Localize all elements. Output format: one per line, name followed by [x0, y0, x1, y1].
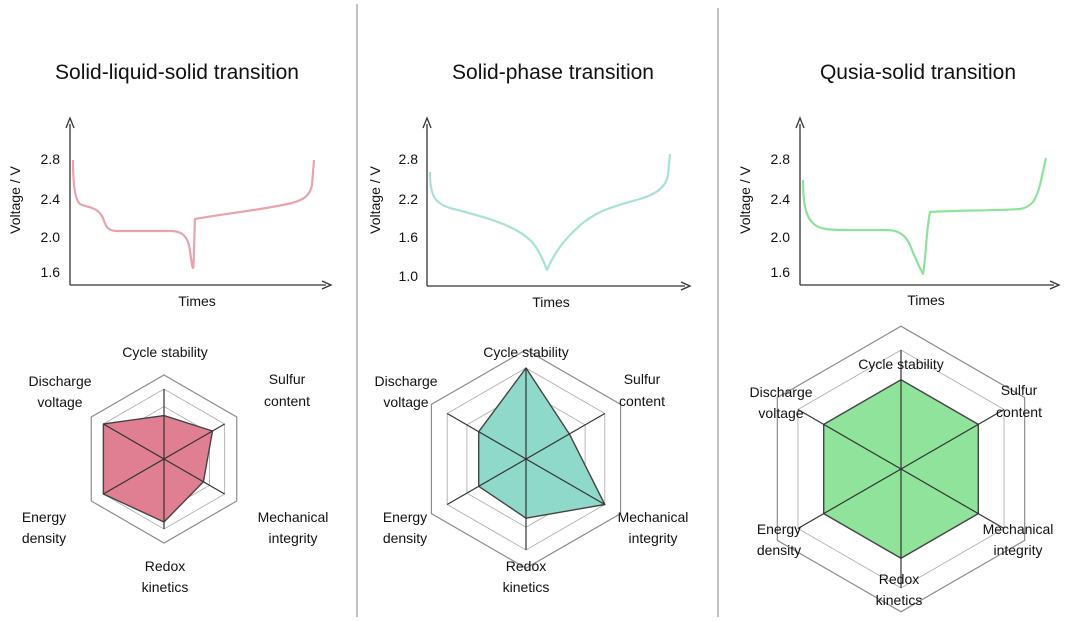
radar-label-line: Discharge	[749, 384, 812, 400]
radar-grid-ring	[90, 374, 238, 544]
x-axis-arrow	[321, 280, 333, 290]
voltage-curve	[801, 157, 1048, 276]
panel-solid-liquid-solid: Solid-liquid-solid transition 2.8 2.4 2.…	[7, 61, 333, 595]
radar-chart: Cycle stability Sulfur content Mechanical…	[22, 344, 329, 595]
radar-label-energy-density: Energy density	[383, 509, 427, 546]
radar-label-cycle-stability: Cycle stability	[483, 344, 569, 360]
radar-label-line: integrity	[993, 542, 1042, 558]
radar-label-line: content	[996, 404, 1042, 420]
radar-label-line: Redox	[145, 558, 185, 574]
y-axis-label: Voltage / V	[7, 165, 23, 233]
radar-label-sulfur-content: Sulfur content	[996, 382, 1042, 420]
radar-label-line: density	[22, 530, 66, 546]
y-axis-arrow	[422, 116, 432, 129]
radar-label-line: Discharge	[374, 373, 437, 389]
radar-label-line: content	[619, 393, 665, 409]
y-tick-label: 2.2	[399, 191, 419, 207]
radar-label-line: kinetics	[142, 579, 189, 595]
radar-label-energy-density: Energy density	[757, 521, 801, 558]
radar-label-line: Redox	[879, 571, 919, 587]
radar-label-line: voltage	[383, 394, 428, 410]
radar-label-cycle-stability: Cycle stability	[122, 344, 208, 360]
radar-label-mechanical-integrity: Mechanical integrity	[983, 521, 1054, 558]
radar-label-energy-density: Energy density	[22, 509, 66, 546]
radar-label-line: Mechanical	[983, 521, 1054, 537]
x-axis-label: Times	[532, 294, 570, 310]
y-tick-label: 1.6	[41, 264, 61, 280]
radar-spoke	[103, 423, 225, 495]
radar-label-line: Energy	[383, 509, 427, 525]
panel-qusia-solid: Qusia-solid transition 2.8 2.4 2.0 1.6 V…	[737, 61, 1061, 613]
radar-label-sulfur-content: Sulfur content	[264, 371, 310, 409]
panel-title: Solid-liquid-solid transition	[55, 61, 299, 84]
voltage-chart: 2.8 2.2 1.6 1.0 Voltage / V Times	[367, 116, 692, 310]
radar-label-cycle-stability: Cycle stability	[858, 356, 944, 372]
radar-label-line: kinetics	[876, 592, 923, 608]
x-axis-label: Times	[178, 293, 216, 309]
y-axis-label: Voltage / V	[367, 165, 383, 233]
radar-label-line: kinetics	[503, 579, 550, 595]
y-tick-label: 2.8	[41, 151, 61, 167]
radar-label-discharge-voltage: Discharge voltage	[749, 384, 812, 421]
radar-label-line: density	[757, 542, 801, 558]
radar-label-line: Energy	[757, 521, 801, 537]
voltage-curve	[71, 159, 316, 270]
y-tick-label: 2.4	[41, 191, 61, 207]
panel-title: Qusia-solid transition	[820, 61, 1016, 84]
y-tick-label: 2.0	[771, 229, 791, 245]
radar-label-line: Mechanical	[618, 509, 689, 525]
y-tick-label: 1.6	[771, 264, 791, 280]
y-tick-label: 2.4	[771, 191, 791, 207]
y-tick-label: 2.8	[771, 151, 791, 167]
panel-solid-phase: Solid-phase transition 2.8 2.2 1.6 1.0 V…	[367, 61, 692, 595]
y-axis-arrow	[65, 116, 75, 129]
y-tick-label: 1.6	[399, 229, 419, 245]
radar-data-polygon	[102, 414, 214, 523]
radar-label-redox-kinetics: Redox kinetics	[142, 558, 189, 595]
radar-label-line: Discharge	[28, 373, 91, 389]
radar-label-line: voltage	[37, 394, 82, 410]
x-axis-label: Times	[907, 292, 945, 308]
y-axis-arrow	[795, 116, 805, 129]
x-axis-arrow	[1049, 280, 1061, 290]
radar-label-line: Sulfur	[1001, 382, 1038, 398]
radar-spokes	[797, 350, 1005, 588]
radar-grid-ring	[776, 325, 1026, 613]
y-tick-label: 2.8	[399, 151, 419, 167]
radar-label-mechanical-integrity: Mechanical integrity	[618, 509, 689, 546]
y-tick-label: 1.0	[399, 268, 419, 284]
radar-spoke	[446, 412, 606, 506]
radar-grid-ring	[430, 349, 622, 569]
radar-spokes	[103, 389, 225, 529]
radar-label-redox-kinetics: Redox kinetics	[876, 571, 923, 608]
radar-chart: Cycle stability Sulfur content Mechanical…	[749, 325, 1054, 613]
radar-label-mechanical-integrity: Mechanical integrity	[258, 509, 329, 546]
radar-label-sulfur-content: Sulfur content	[619, 371, 665, 409]
y-axis-label: Voltage / V	[737, 165, 753, 233]
panel-title: Solid-phase transition	[452, 61, 654, 84]
radar-spokes	[446, 368, 606, 550]
y-tick-label: 2.0	[41, 229, 61, 245]
radar-spoke	[797, 408, 1005, 530]
radar-label-line: Redox	[506, 558, 546, 574]
radar-label-line: density	[383, 530, 427, 546]
radar-label-line: integrity	[268, 530, 317, 546]
radar-label-line: integrity	[628, 530, 677, 546]
radar-label-line: voltage	[758, 405, 803, 421]
radar-label-line: Mechanical	[258, 509, 329, 525]
voltage-chart: 2.8 2.4 2.0 1.6 Voltage / V Times	[7, 116, 333, 309]
x-axis-arrow	[680, 281, 692, 291]
radar-label-line: Energy	[22, 509, 66, 525]
voltage-chart: 2.8 2.4 2.0 1.6 Voltage / V Times	[737, 116, 1061, 308]
radar-label-discharge-voltage: Discharge voltage	[28, 373, 91, 410]
radar-label-line: Sulfur	[624, 371, 661, 387]
voltage-curve	[428, 153, 672, 272]
radar-label-discharge-voltage: Discharge voltage	[374, 373, 437, 410]
radar-label-line: Sulfur	[269, 371, 306, 387]
radar-label-redox-kinetics: Redox kinetics	[503, 558, 550, 595]
radar-label-line: content	[264, 393, 310, 409]
radar-chart: Cycle stability Sulfur content Mechanical…	[374, 344, 688, 595]
